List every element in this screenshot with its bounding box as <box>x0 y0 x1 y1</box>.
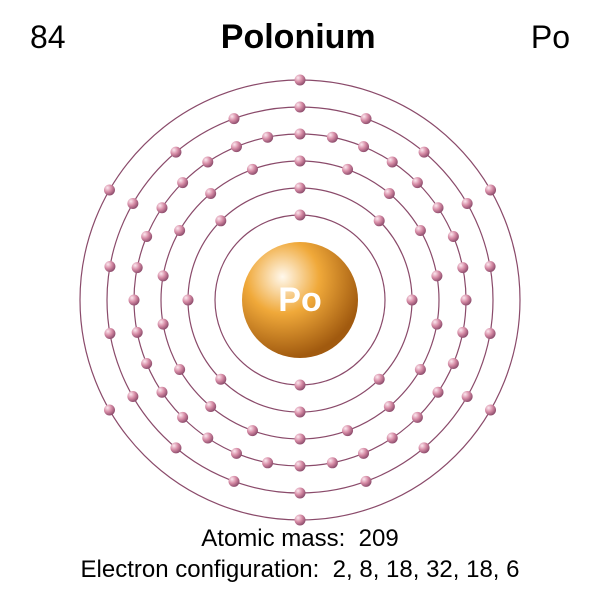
electron <box>215 215 226 226</box>
electron <box>485 185 496 196</box>
electron <box>295 380 306 391</box>
electron <box>228 113 239 124</box>
electron <box>215 374 226 385</box>
electron <box>295 210 306 221</box>
electron <box>170 442 181 453</box>
electron <box>407 295 418 306</box>
atom-diagram: Po <box>60 60 540 540</box>
electron <box>231 448 242 459</box>
electron <box>419 147 430 158</box>
electron-config-value: 2, 8, 18, 32, 18, 6 <box>333 556 520 583</box>
electron <box>104 405 115 416</box>
nucleus-symbol: Po <box>278 281 321 319</box>
electron <box>462 391 473 402</box>
electron <box>202 156 213 167</box>
electron <box>170 147 181 158</box>
electron <box>387 433 398 444</box>
electron <box>485 405 496 416</box>
electron <box>342 425 353 436</box>
header: 84 Polonium Po <box>0 18 600 57</box>
electron <box>415 225 426 236</box>
electron <box>231 141 242 152</box>
electron <box>485 261 496 272</box>
electron <box>448 231 459 242</box>
electron <box>183 295 194 306</box>
electron <box>295 434 306 445</box>
electron <box>457 262 468 273</box>
electron <box>342 164 353 175</box>
electron <box>361 476 372 487</box>
electron <box>431 270 442 281</box>
footer: Atomic mass: 209 Electron configuration:… <box>0 523 600 585</box>
electron <box>228 476 239 487</box>
electron <box>295 407 306 418</box>
electron <box>132 327 143 338</box>
electron <box>177 177 188 188</box>
electron <box>461 295 472 306</box>
electron <box>358 141 369 152</box>
electron <box>247 164 258 175</box>
electron <box>327 457 338 468</box>
atomic-number: 84 <box>30 19 66 56</box>
electron <box>295 488 306 499</box>
electron <box>262 132 273 143</box>
electron <box>205 188 216 199</box>
electron <box>156 202 167 213</box>
electron <box>415 364 426 375</box>
electron <box>104 261 115 272</box>
electron <box>433 387 444 398</box>
electron <box>104 185 115 196</box>
electron <box>374 215 385 226</box>
electron <box>129 295 140 306</box>
atom-svg: Po <box>60 60 540 540</box>
electron <box>141 231 152 242</box>
electron-config-label: Electron configuration: <box>81 556 320 583</box>
electron <box>462 198 473 209</box>
electron <box>358 448 369 459</box>
electron <box>433 202 444 213</box>
atomic-mass-value: 209 <box>359 525 399 552</box>
electron <box>156 387 167 398</box>
electron <box>374 374 385 385</box>
electron <box>158 270 169 281</box>
electron <box>158 319 169 330</box>
electron <box>384 401 395 412</box>
electron <box>295 156 306 167</box>
electron <box>457 327 468 338</box>
electron <box>205 401 216 412</box>
electron <box>174 364 185 375</box>
electron <box>132 262 143 273</box>
electron <box>485 328 496 339</box>
electron <box>104 328 115 339</box>
electron <box>412 412 423 423</box>
electron <box>431 319 442 330</box>
electron <box>384 188 395 199</box>
electron <box>141 358 152 369</box>
electron <box>387 156 398 167</box>
element-name: Polonium <box>221 18 376 57</box>
electron <box>295 102 306 113</box>
electron <box>361 113 372 124</box>
electron <box>295 183 306 194</box>
electron <box>295 129 306 140</box>
electron <box>177 412 188 423</box>
electron <box>448 358 459 369</box>
electron <box>262 457 273 468</box>
electron <box>412 177 423 188</box>
electron <box>419 442 430 453</box>
electron <box>127 198 138 209</box>
electron <box>247 425 258 436</box>
electron <box>202 433 213 444</box>
element-symbol-header: Po <box>531 19 570 56</box>
electron <box>295 75 306 86</box>
electron <box>174 225 185 236</box>
electron <box>295 461 306 472</box>
atomic-mass-label: Atomic mass: <box>201 525 345 552</box>
electron <box>327 132 338 143</box>
electron <box>127 391 138 402</box>
